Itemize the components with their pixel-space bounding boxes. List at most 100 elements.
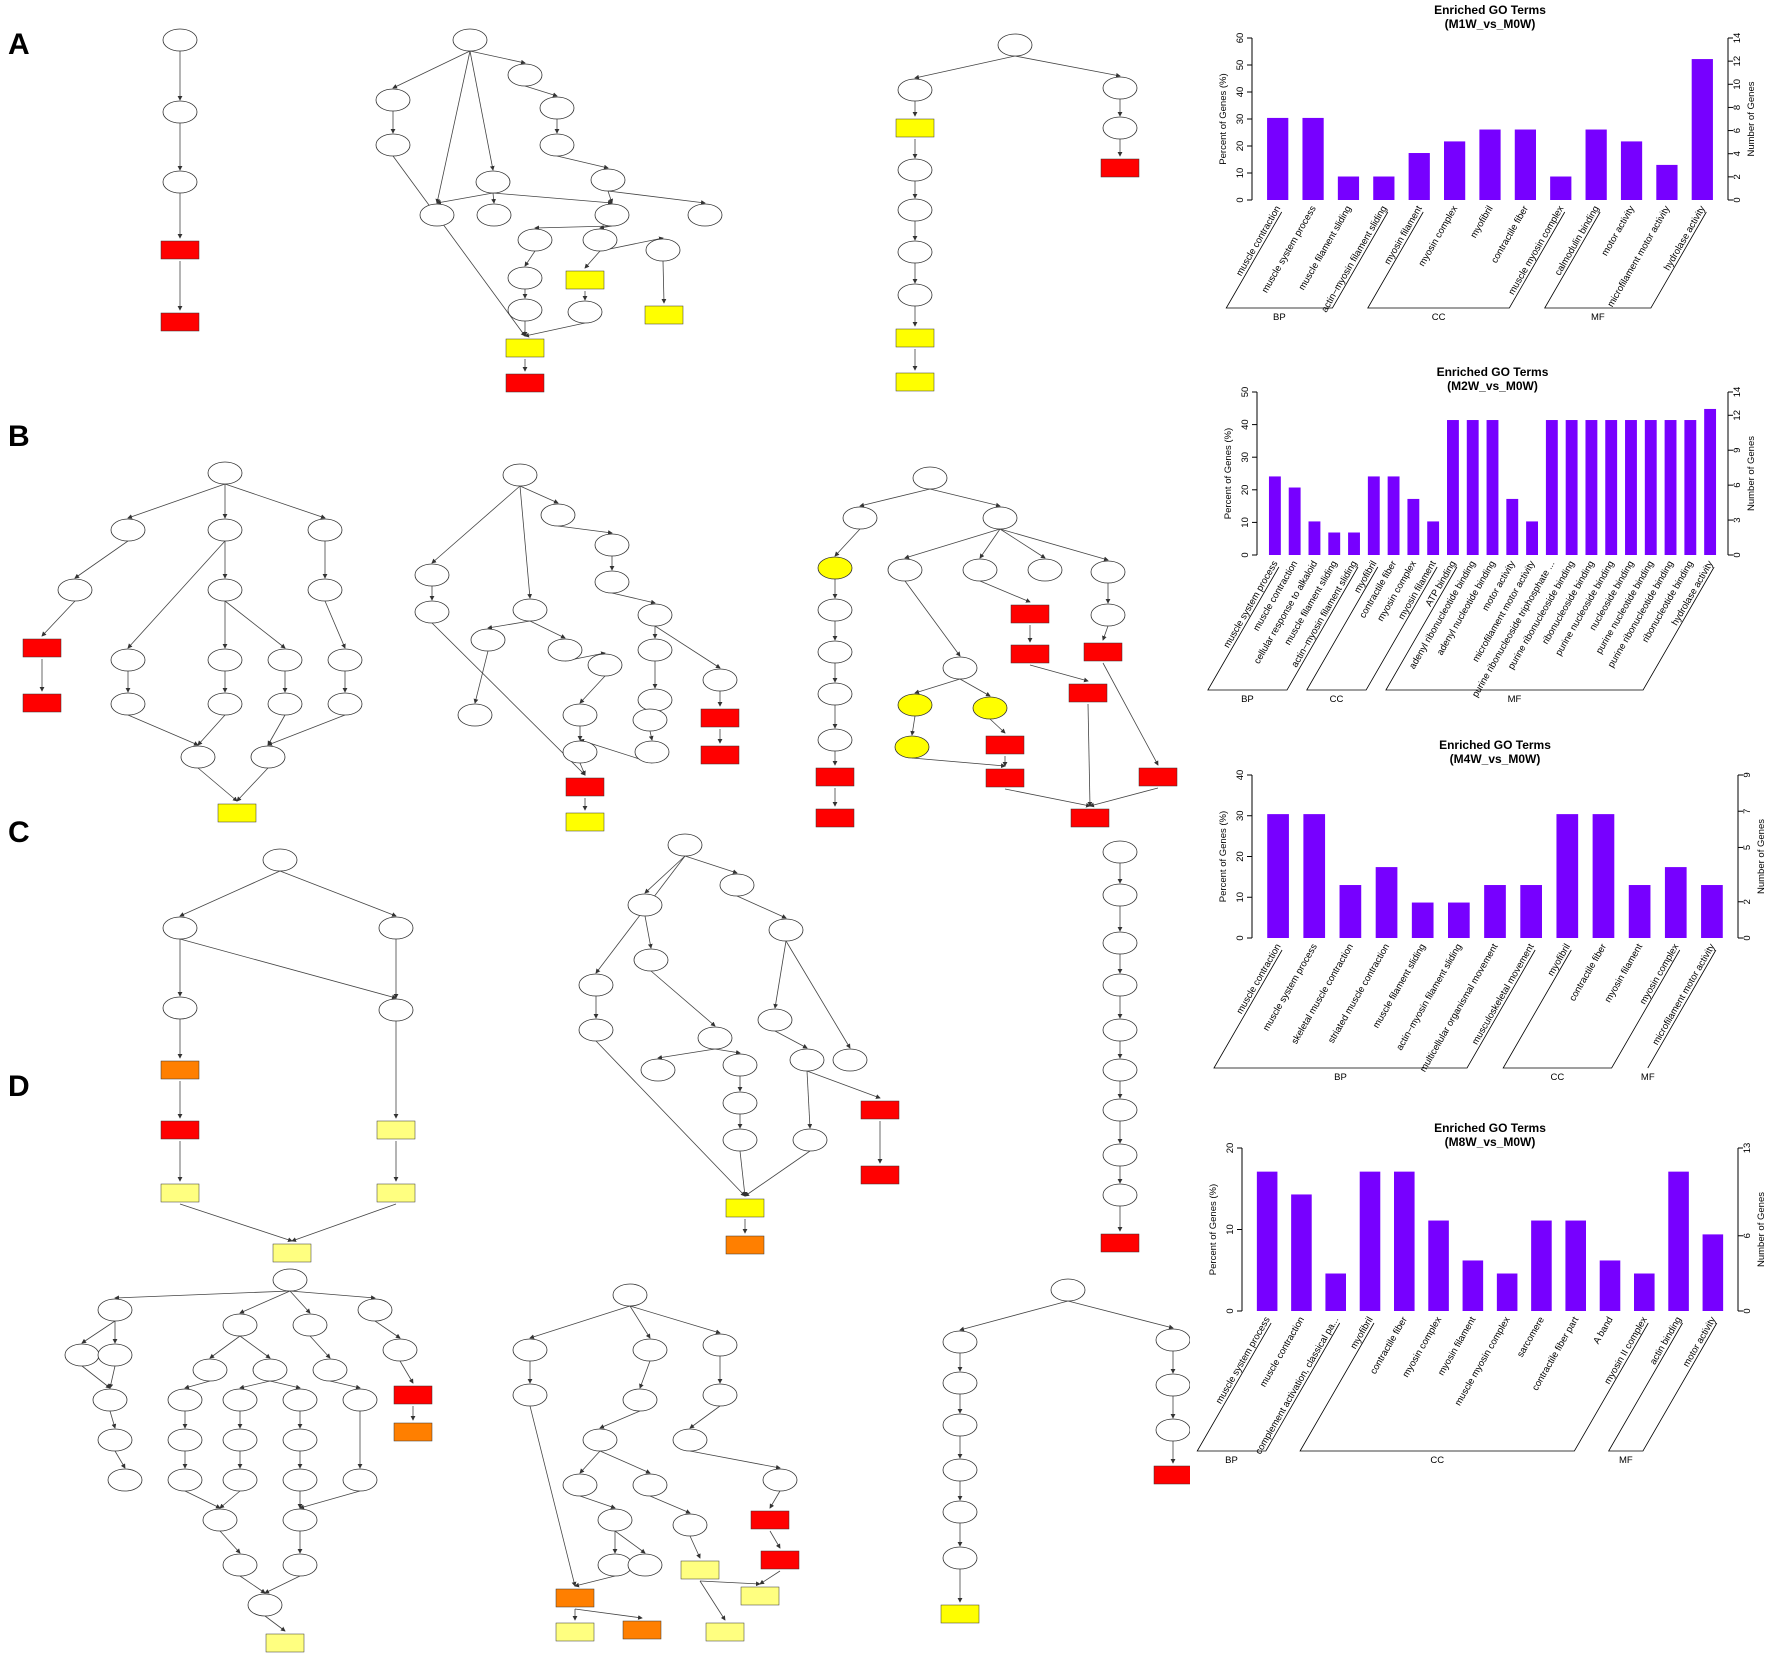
chart-title: Enriched GO Terms [1437, 365, 1549, 379]
bar [1462, 1260, 1484, 1311]
bar [1496, 1273, 1518, 1311]
go-term-node [167, 1468, 203, 1492]
dag-edge [834, 528, 861, 557]
go-term-node [282, 1388, 318, 1412]
group-bracket [1385, 566, 1715, 691]
y-tick-label: 20 [1225, 1143, 1236, 1154]
dag-edge [324, 600, 346, 649]
x-tick-label: contractile fiber [1567, 942, 1609, 1003]
y-tick-label: 50 [1240, 387, 1251, 398]
dag-edge [644, 915, 653, 949]
dag-edge [179, 1203, 293, 1243]
bar [1565, 420, 1578, 555]
chart-subtitle: (M8W_vs_M0W) [1445, 1135, 1536, 1149]
go-term-node-significant [555, 1622, 595, 1642]
dag-edge [289, 1290, 311, 1314]
bar [1656, 164, 1678, 200]
go-term-node [817, 598, 853, 622]
bar [1520, 885, 1542, 938]
dag-edge [644, 855, 686, 894]
go-term-node [292, 1313, 328, 1337]
group-label: MF [1591, 312, 1605, 323]
go-term-node-significant [1070, 808, 1110, 828]
go-term-node [540, 503, 576, 527]
x-tick-label: actin binding [1648, 1315, 1684, 1367]
dag-edge [127, 540, 226, 649]
go-term-node [897, 198, 933, 222]
dag-edge [524, 322, 586, 338]
go-term-node-significant [1010, 644, 1050, 664]
dag-edge [806, 1070, 881, 1099]
go-term-node [457, 703, 493, 727]
bar [1625, 420, 1637, 555]
go-term-node [789, 1048, 825, 1072]
go-term-node-significant [1010, 604, 1050, 624]
dag-edge [689, 1535, 701, 1559]
x-tick-label: sarcomere [1515, 1315, 1547, 1359]
dag-edge [529, 1305, 631, 1340]
bar-chart-m8w: Enriched GO Terms(M8W_vs_M0W) 0 10 20 Percen… [1196, 1121, 1767, 1466]
go-term-node [167, 1428, 203, 1452]
go-term-node [180, 745, 216, 769]
bar [1427, 521, 1440, 555]
group-bracket [1544, 211, 1707, 309]
dag-edge [689, 1450, 781, 1470]
y2-tick-label: 13 [1742, 1143, 1753, 1154]
chart-title: Enriched GO Terms [1439, 738, 1551, 752]
go-term-node [64, 1343, 100, 1367]
go-term-node-significant [160, 1120, 200, 1140]
dag-edge [1102, 625, 1109, 641]
x-tick-label: motor activity [1681, 1315, 1719, 1369]
y2-axis-title: Number of Genes [1746, 436, 1757, 511]
go-term-node [832, 1048, 868, 1072]
bar [1447, 420, 1459, 555]
dag-edge [639, 1360, 651, 1389]
go-term-node [578, 973, 614, 997]
bar [1394, 1171, 1415, 1311]
bar [1375, 867, 1398, 938]
go-term-node [894, 735, 930, 759]
go-term-node [597, 1508, 633, 1532]
bar [1373, 176, 1395, 200]
go-term-node [414, 600, 450, 624]
bar [1267, 117, 1289, 200]
x-tick-label: myosin complex [1417, 204, 1461, 269]
go-term-node [1050, 1278, 1086, 1302]
go-term-node-significant [644, 305, 684, 325]
x-tick-label: A band [1591, 1315, 1615, 1346]
go-term-node [378, 998, 414, 1022]
go-term-node [547, 638, 583, 662]
bar [1288, 487, 1301, 555]
bar [1664, 420, 1677, 555]
dag-edge [648, 730, 654, 741]
group-label: MF [1508, 694, 1522, 705]
x-tick-label: motor activity [1600, 204, 1638, 258]
dag-edge [399, 1360, 414, 1384]
dag-edge [224, 483, 326, 519]
dag-edge [114, 1290, 291, 1301]
go-term-node-significant [1083, 642, 1123, 662]
go-term-node-significant [1153, 1465, 1190, 1485]
dag-edge [81, 1365, 111, 1389]
y-tick-label: 30 [1235, 114, 1246, 125]
y-tick-label: 40 [1235, 770, 1246, 781]
bar [1359, 1171, 1381, 1311]
go-term-node-significant [700, 708, 740, 728]
go-term-node [110, 648, 146, 672]
go-term-node [507, 63, 543, 87]
go-term-node [382, 1338, 418, 1362]
go-term-node [1102, 116, 1138, 140]
dag-edge [487, 620, 531, 630]
y2-tick-label: 5 [1742, 845, 1753, 850]
go-term-node [1090, 560, 1126, 584]
dag-edge [607, 190, 706, 205]
go-term-node [562, 1473, 598, 1497]
dag-edge [309, 1335, 331, 1359]
dag-edge [74, 540, 129, 579]
go-term-node [414, 563, 450, 587]
dag-edge [239, 1335, 271, 1359]
go-term-node-significant [376, 1120, 416, 1140]
go-term-node-significant [160, 1060, 200, 1080]
dag-edge [179, 938, 397, 1000]
go-term-node [312, 1358, 348, 1382]
